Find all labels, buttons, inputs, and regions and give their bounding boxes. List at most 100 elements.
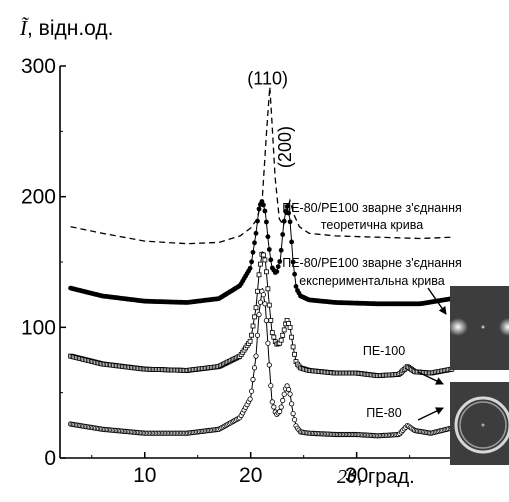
point-pe80 — [271, 404, 277, 410]
point-pe80 — [269, 399, 275, 405]
point-pe100 — [287, 324, 293, 330]
theoretical-label-line2: теоретична крива — [321, 218, 423, 232]
point-pe80 — [247, 396, 253, 402]
point-pe100 — [256, 272, 262, 278]
y-tick-label: 100 — [21, 316, 56, 339]
peak-annotations: (110) (200) — [247, 68, 295, 168]
point-experimental — [278, 247, 284, 253]
point-experimental — [286, 210, 291, 216]
point-pe80 — [260, 292, 266, 298]
point-pe80 — [281, 391, 287, 397]
experimental-label-line1: ПЕ-80/PE100 зварне з'єднання — [282, 256, 462, 270]
y-tick-label: 0 — [44, 447, 56, 470]
point-pe80 — [288, 401, 295, 407]
point-experimental — [287, 219, 293, 225]
y-tick-label: 200 — [21, 186, 56, 209]
point-pe80 — [254, 332, 261, 338]
arrow-experimental-to-inset — [427, 287, 447, 315]
pe100-label: ПЕ-100 — [363, 344, 405, 358]
point-experimental — [275, 264, 281, 269]
x-tick-label: 10 — [133, 464, 156, 487]
point-experimental — [268, 257, 274, 263]
point-pe80 — [280, 397, 286, 403]
point-experimental — [281, 218, 287, 224]
point-pe80 — [278, 404, 284, 410]
point-experimental — [289, 239, 294, 245]
point-pe80 — [253, 353, 259, 359]
diffraction-pattern-inset-rings — [450, 382, 509, 465]
markers — [68, 199, 455, 439]
point-pe100 — [252, 314, 257, 320]
point-experimental — [249, 259, 255, 265]
point-pe100 — [250, 323, 256, 329]
point-pe100 — [271, 334, 277, 340]
point-pe100 — [290, 344, 296, 350]
experimental-label-line2: експериментальна крива — [299, 274, 444, 288]
peak-label-110: (110) — [247, 68, 288, 88]
arrows — [417, 287, 447, 421]
peak-label-200: (200) — [275, 126, 295, 168]
point-pe100 — [266, 302, 272, 308]
point-pe100 — [269, 330, 275, 336]
point-pe80 — [251, 365, 258, 371]
point-pe80 — [291, 417, 298, 423]
theoretical-label-line1: ПЕ-80/PE100 зварне з'єднання — [282, 201, 462, 215]
point-experimental — [262, 208, 268, 214]
arrow-pe80-to-inset — [417, 407, 444, 421]
point-pe100 — [292, 351, 298, 357]
point-pe100 — [249, 332, 255, 338]
point-pe100 — [265, 286, 271, 292]
point-experimental — [250, 249, 256, 255]
point-pe80 — [257, 299, 263, 305]
x-axis-title: 2θ, град. — [337, 466, 415, 488]
point-pe100 — [278, 337, 284, 343]
point-pe100 — [280, 332, 286, 338]
point-experimental — [277, 259, 283, 264]
point-pe80 — [249, 388, 255, 394]
x-tick-label: 20 — [239, 464, 262, 487]
y-tick-label: 300 — [21, 55, 56, 78]
point-pe80 — [262, 301, 268, 307]
point-experimental — [265, 234, 271, 240]
x-tick-label: 30 — [345, 464, 368, 487]
curve-labels: ПЕ-80/PE100 зварне з'єднання теоретична к… — [282, 201, 462, 420]
point-pe80 — [268, 383, 274, 389]
point-experimental — [247, 265, 253, 271]
point-pe80 — [265, 340, 271, 346]
point-pe100 — [255, 288, 260, 294]
point-experimental — [266, 247, 272, 252]
point-pe80 — [263, 317, 269, 324]
point-pe100 — [263, 269, 269, 275]
point-experimental — [293, 284, 299, 289]
point-experimental — [284, 204, 290, 209]
point-experimental — [290, 259, 296, 265]
pe80-label: ПЕ-80 — [366, 406, 401, 420]
point-pe80 — [290, 410, 296, 417]
point-pe100 — [281, 327, 287, 333]
point-pe80 — [250, 376, 256, 383]
point-experimental — [274, 269, 280, 274]
point-pe100 — [253, 305, 259, 311]
arrow-pe100-to-inset — [417, 371, 444, 385]
point-pe80 — [266, 362, 272, 368]
point-experimental — [264, 219, 269, 225]
point-pe80 — [277, 408, 283, 415]
point-experimental — [253, 230, 259, 236]
point-pe100 — [262, 257, 268, 263]
point-pe100 — [257, 261, 263, 267]
point-pe100 — [286, 320, 292, 326]
point-experimental — [252, 240, 257, 246]
point-experimental — [280, 232, 286, 237]
point-pe80 — [285, 386, 292, 393]
theoretical-curve — [70, 86, 453, 245]
point-pe100 — [247, 338, 253, 344]
point-experimental — [261, 202, 266, 208]
point-experimental — [255, 218, 260, 224]
point-pe100 — [268, 317, 274, 323]
point-pe100 — [289, 334, 295, 340]
point-pe100 — [260, 252, 266, 258]
point-experimental — [292, 271, 297, 277]
ticks: 0 100 200 300 10 20 30 — [21, 55, 411, 487]
